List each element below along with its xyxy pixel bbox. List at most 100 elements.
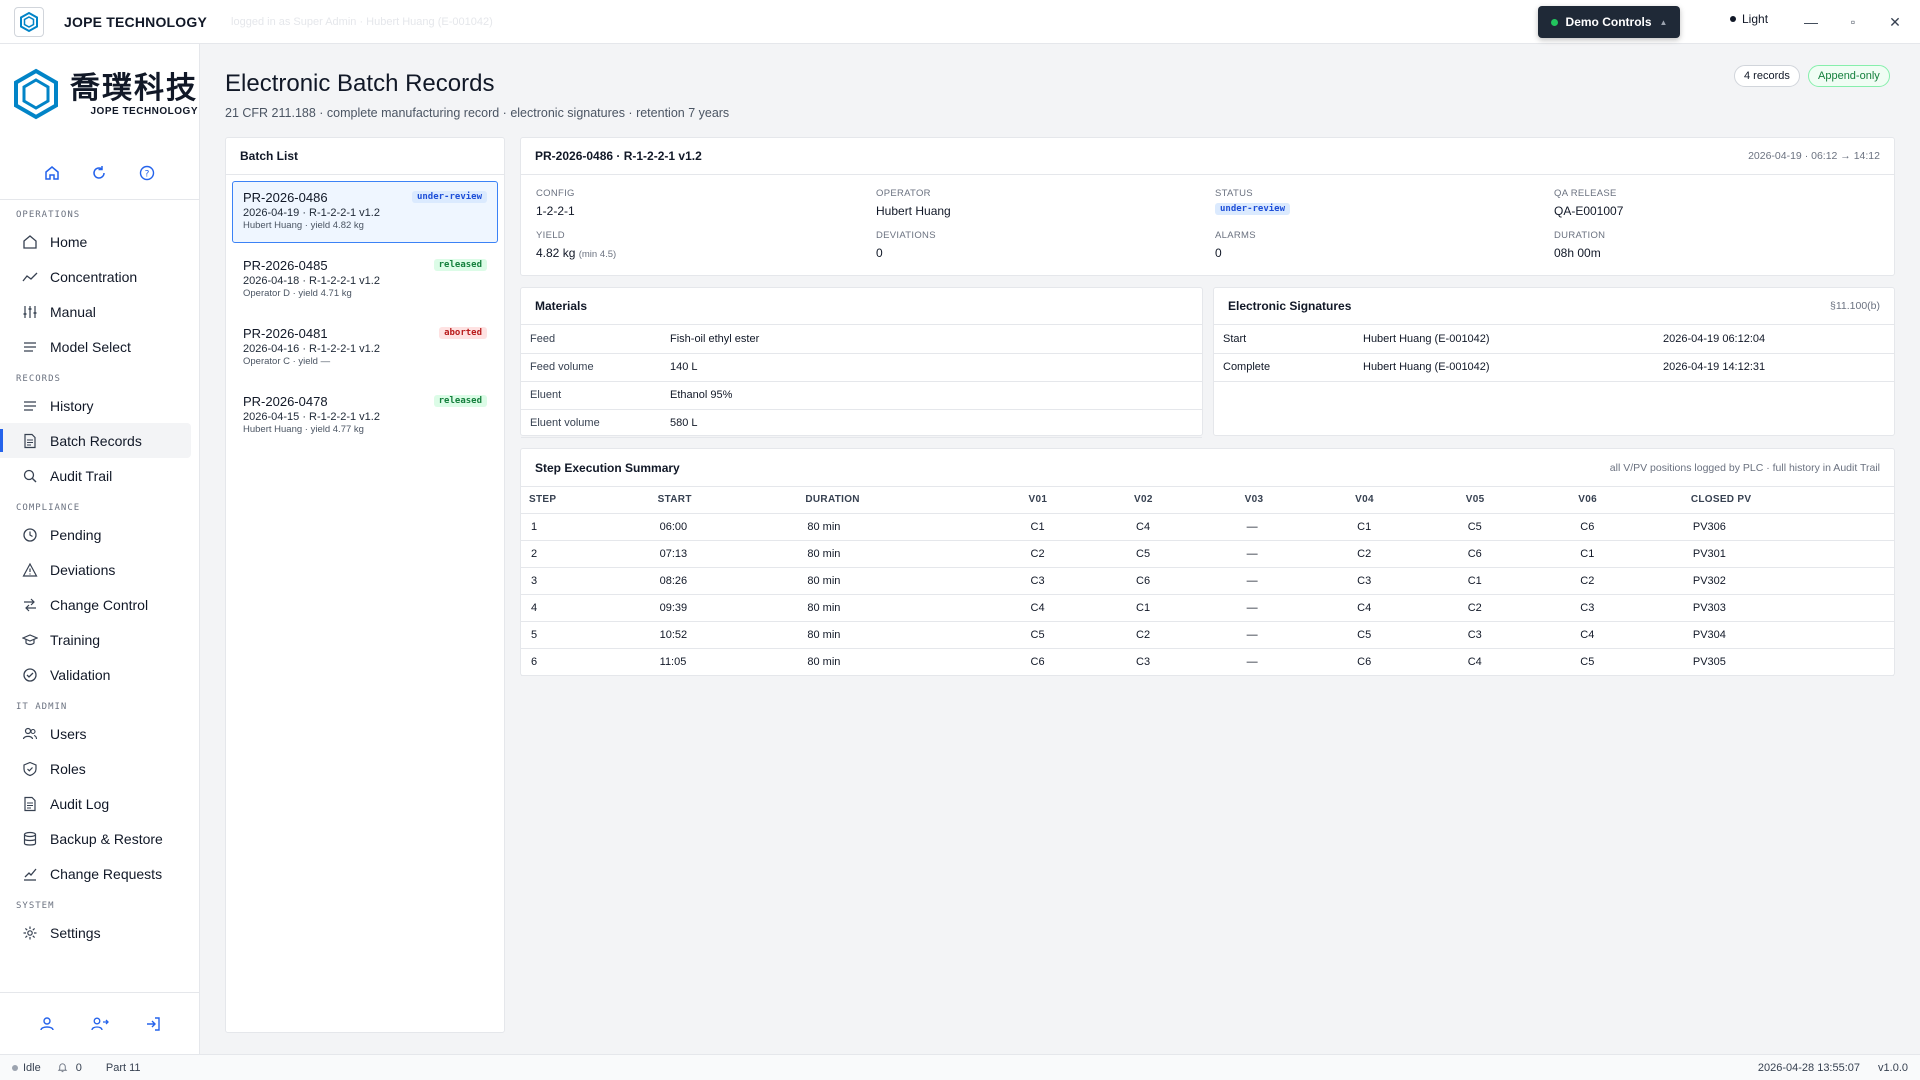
batch-date-recipe: 2026-04-19 · R-1-2-2-1 v1.2	[243, 207, 380, 219]
material-value: 580 L	[661, 409, 1202, 438]
sidebar-item-validation[interactable]: Validation	[0, 657, 191, 692]
notification-count: 0	[75, 1061, 82, 1074]
batch-list-item[interactable]: PR-2026-0478 2026-04-15 · R-1-2-2-1 v1.2 H…	[232, 385, 498, 447]
step-cell: 2	[521, 540, 650, 568]
step-cell: 08:26	[649, 567, 798, 595]
batch-operator-yield: Hubert Huang · yield 4.82 kg	[243, 220, 364, 231]
list-icon	[22, 398, 38, 414]
step-cell: C1	[1347, 513, 1458, 541]
sidebar-item-home[interactable]: Home	[0, 224, 191, 259]
material-label: Eluent volume	[521, 409, 661, 438]
sidebar-item-label: History	[50, 397, 94, 414]
sidebar-item-model-select[interactable]: Model Select	[0, 329, 191, 364]
signature-signer: Hubert Huang (E-001042)	[1354, 325, 1654, 354]
trend-icon	[22, 269, 38, 285]
sidebar-item-change-requests[interactable]: Change Requests	[0, 856, 191, 891]
sidebar-item-backup-restore[interactable]: Backup & Restore	[0, 821, 191, 856]
sidebar-item-pending[interactable]: Pending	[0, 517, 191, 552]
step-cell: PV304	[1682, 621, 1894, 649]
batch-date-recipe: 2026-04-15 · R-1-2-2-1 v1.2	[243, 411, 380, 423]
app-version: v1.0.0	[1878, 1061, 1908, 1074]
help-icon[interactable]: ?	[137, 163, 157, 183]
search-icon	[22, 468, 38, 484]
batch-operator-yield: Operator D · yield 4.71 kg	[243, 288, 352, 299]
sidebar-item-manual[interactable]: Manual	[0, 294, 191, 329]
sidebar: 喬璞科技 JOPE TECHNOLOGY ? OPERATIONS Home Con…	[0, 44, 200, 1054]
batch-operator-yield: Hubert Huang · yield 4.77 kg	[243, 424, 364, 435]
sidebar-item-label: Users	[50, 725, 87, 742]
sidebar-item-history[interactable]: History	[0, 388, 191, 423]
step-cell: 6	[521, 648, 650, 676]
step-cell: 80 min	[797, 648, 1021, 676]
step-row: 6 11:05 80 min C6 C3— C6 C4 C5 PV305	[521, 648, 1894, 676]
signatures-header: Electronic Signatures §11.100(b)	[1214, 288, 1894, 325]
step-cell: C3	[1457, 621, 1571, 649]
material-row: Eluent Ethanol 95%	[521, 381, 1202, 410]
bell-icon[interactable]	[57, 1062, 68, 1073]
batch-list-item[interactable]: PR-2026-0485 2026-04-18 · R-1-2-2-1 v1.2 O…	[232, 249, 498, 311]
demo-controls-button[interactable]: Demo Controls ▲	[1538, 6, 1680, 38]
step-column-header: V05	[1457, 487, 1571, 514]
step-cell: 80 min	[797, 594, 1021, 622]
step-column-header: V03	[1236, 487, 1348, 514]
document-icon	[22, 796, 38, 812]
sidebar-item-change-control[interactable]: Change Control	[0, 587, 191, 622]
step-cell: —	[1236, 621, 1348, 649]
home-icon[interactable]	[42, 163, 62, 183]
sidebar-item-audit-log[interactable]: Audit Log	[0, 786, 191, 821]
sidebar-nav: OPERATIONS Home Concentration Manual Model S…	[0, 200, 199, 950]
sidebar-item-label: Manual	[50, 303, 96, 320]
sidebar-item-roles[interactable]: Roles	[0, 751, 191, 786]
sidebar-item-deviations[interactable]: Deviations	[0, 552, 191, 587]
step-row: 2 07:13 80 min C2 C5— C2 C6 C1 PV301	[521, 540, 1894, 568]
step-cell: C5	[1347, 621, 1458, 649]
signatures-panel: Electronic Signatures §11.100(b) Start Hu…	[1213, 287, 1895, 436]
logout-icon[interactable]	[143, 1014, 163, 1034]
batch-list-item[interactable]: PR-2026-0486 2026-04-19 · R-1-2-2-1 v1.2 H…	[232, 181, 498, 243]
theme-toggle[interactable]: Light	[1730, 12, 1768, 26]
step-cell: C5	[1457, 513, 1571, 541]
batch-status-badge: aborted	[439, 327, 487, 339]
material-row: Feed Fish-oil ethyl ester	[521, 325, 1202, 354]
sidebar-item-users[interactable]: Users	[0, 716, 191, 751]
idle-dot-icon	[12, 1064, 18, 1071]
refresh-icon[interactable]	[89, 163, 109, 183]
sidebar-item-label: Pending	[50, 526, 102, 543]
status-datetime: 2026-04-28 13:55:07	[1757, 1061, 1861, 1074]
step-cell: PV302	[1682, 567, 1894, 595]
sidebar-item-concentration[interactable]: Concentration	[0, 259, 191, 294]
step-row: 5 10:52 80 min C5 C2— C5 C3 C4 PV304	[521, 621, 1894, 649]
material-value: 140 L	[661, 353, 1202, 382]
batch-list: PR-2026-0486 2026-04-19 · R-1-2-2-1 v1.2 H…	[226, 181, 504, 447]
step-cell: 09:39	[649, 594, 798, 622]
demo-controls-label: Demo Controls	[1565, 15, 1652, 29]
signature-time: 2026-04-19 14:12:31	[1654, 353, 1894, 382]
append-only-badge: Append-only	[1808, 65, 1890, 87]
nav-section-label: RECORDS	[16, 374, 61, 384]
sidebar-item-label: Change Requests	[50, 865, 163, 882]
sidebar-item-batch-records[interactable]: Batch Records	[0, 423, 191, 458]
batch-list-item[interactable]: PR-2026-0481 2026-04-16 · R-1-2-2-1 v1.2 O…	[232, 317, 498, 379]
database-icon	[22, 831, 38, 847]
batch-id: PR-2026-0478	[243, 394, 328, 409]
user-icon[interactable]	[37, 1014, 57, 1034]
step-cell: C4	[1570, 621, 1683, 649]
sidebar-item-settings[interactable]: Settings	[0, 915, 191, 950]
brand-english-name: JOPE TECHNOLOGY	[90, 105, 198, 117]
close-button[interactable]: ✕	[1889, 13, 1901, 30]
shield-icon	[22, 761, 38, 777]
material-label: Eluent	[521, 381, 661, 410]
sidebar-item-audit-trail[interactable]: Audit Trail	[0, 458, 191, 493]
switch-user-icon[interactable]	[90, 1014, 110, 1034]
step-column-header: V02	[1126, 487, 1237, 514]
batch-list-header: Batch List	[226, 138, 504, 175]
sidebar-item-training[interactable]: Training	[0, 622, 191, 657]
minimize-button[interactable]: —	[1804, 14, 1818, 30]
nav-section-label: SYSTEM	[16, 901, 55, 911]
step-column-header: V01	[1020, 487, 1127, 514]
signature-row: Start Hubert Huang (E-001042) 2026-04-19 0…	[1214, 325, 1894, 354]
nav-section-label: OPERATIONS	[16, 210, 81, 220]
gear-icon	[22, 925, 38, 941]
maximize-button[interactable]: ▫	[1850, 15, 1856, 29]
step-cell: 1	[521, 513, 650, 541]
